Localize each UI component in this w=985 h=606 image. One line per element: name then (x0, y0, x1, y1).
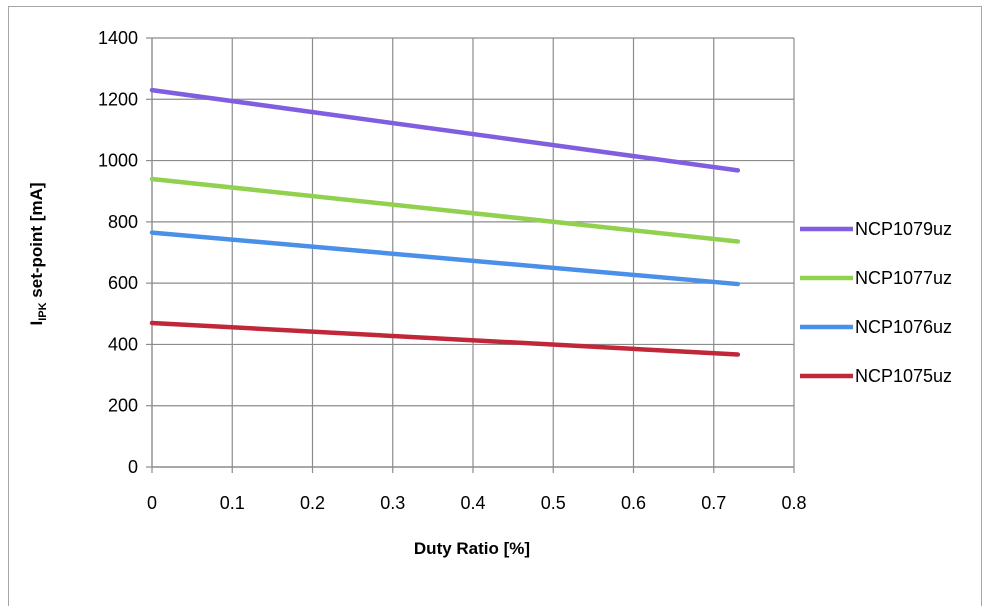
x-tick-label: 0 (147, 493, 157, 513)
legend-label-ncp1079uz: NCP1079uz (855, 219, 952, 239)
y-tick-label: 1200 (98, 89, 138, 109)
y-tick-label: 1000 (98, 151, 138, 171)
chart-frame (8, 6, 982, 606)
y-tick-label: 600 (108, 273, 138, 293)
y-tick-label: 0 (128, 457, 138, 477)
y-tick-label: 200 (108, 396, 138, 416)
x-tick-label: 0.3 (380, 493, 405, 513)
x-axis-label: Duty Ratio [%] (414, 539, 530, 558)
x-tick-label: 0.7 (701, 493, 726, 513)
series-line-ncp1079uz (149, 87, 741, 173)
y-tick-label: 800 (108, 212, 138, 232)
x-tick-label: 0.1 (220, 493, 245, 513)
x-tick-label: 0.4 (460, 493, 485, 513)
legend-label-ncp1077uz: NCP1077uz (855, 268, 952, 288)
series-lines (149, 87, 741, 357)
y-tick-label: 1400 (98, 28, 138, 48)
legend: NCP1079uz NCP1077uz NCP1076uz NCP1075uz (800, 219, 952, 386)
x-tick-label: 0.5 (541, 493, 566, 513)
x-tick-labels: 0 0.1 0.2 0.3 0.4 0.5 0.6 0.7 0.8 (147, 493, 807, 513)
y-axis-label-subscript: IPK (37, 302, 49, 320)
series-line-ncp1076uz (149, 230, 741, 287)
legend-label-ncp1076uz: NCP1076uz (855, 317, 952, 337)
y-axis-label: IIPK set-point [mA] (27, 182, 49, 325)
y-tick-labels: 0 200 400 600 800 1000 1200 1400 (98, 28, 138, 477)
y-tick-label: 400 (108, 334, 138, 354)
grid (152, 37, 795, 467)
y-axis-label-main: I (27, 321, 46, 326)
x-tick-label: 0.8 (781, 493, 806, 513)
series-line-ncp1077uz (149, 176, 741, 244)
x-tick-label: 0.6 (621, 493, 646, 513)
y-axis-label-rest: set-point [mA] (27, 182, 46, 302)
series-line-ncp1075uz (149, 320, 741, 357)
x-tick-label: 0.2 (300, 493, 325, 513)
legend-label-ncp1075uz: NCP1075uz (855, 366, 952, 386)
axes (146, 37, 795, 473)
